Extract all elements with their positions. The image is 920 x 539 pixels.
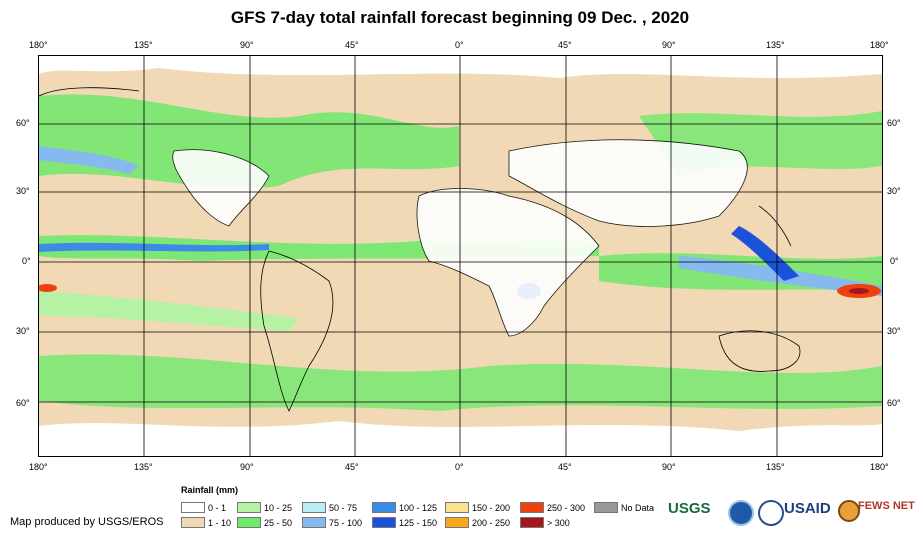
legend-swatch [181,502,205,513]
lon-tick: 45° [345,462,359,472]
legend-label: 1 - 10 [208,517,232,528]
lon-tick: 45° [558,40,572,50]
legend-label: 125 - 150 [399,517,438,528]
legend-title: Rainfall (mm) [181,485,239,495]
lon-tick: 45° [345,40,359,50]
legend-item: 0 - 1 [181,502,226,513]
lat-tick: 60° [887,118,901,128]
legend-swatch [520,517,544,528]
legend-swatch [445,517,469,528]
legend-item: 150 - 200 [445,502,510,513]
legend-label: 75 - 100 [329,517,363,528]
legend-label: > 300 [547,517,570,528]
legend-item: > 300 [520,517,570,528]
legend-item: 75 - 100 [302,517,362,528]
lat-tick: 60° [16,398,30,408]
lat-tick: 60° [887,398,901,408]
lon-tick: 180° [29,462,48,472]
legend-label: 150 - 200 [472,502,511,513]
lon-tick: 0° [455,462,464,472]
lon-tick: 180° [870,462,889,472]
fewsnet-emblem-icon [838,500,860,522]
lon-tick: 180° [870,40,889,50]
lon-tick: 90° [662,462,676,472]
graticule [39,56,882,456]
legend-label: 250 - 300 [547,502,586,513]
lon-tick: 90° [240,40,254,50]
legend-item: 125 - 150 [372,517,437,528]
legend-swatch [302,517,326,528]
legend-swatch [445,502,469,513]
legend-item: 10 - 25 [237,502,292,513]
fewsnet-logo: FEWS NET [858,500,915,512]
legend-item: 200 - 250 [445,517,510,528]
lon-tick: 135° [134,462,153,472]
legend-label: 25 - 50 [264,517,293,528]
legend-item: No Data [594,502,654,513]
legend-label: 50 - 75 [329,502,358,513]
usaid-logo: USAID [784,500,831,517]
rainfall-map [38,55,883,457]
lat-tick: 0° [22,256,31,266]
legend-item: 250 - 300 [520,502,585,513]
legend-swatch [372,517,396,528]
legend-label: 10 - 25 [264,502,293,513]
noaa-logo-icon [728,500,754,526]
lat-tick: 60° [16,118,30,128]
legend-swatch [237,502,261,513]
map-credit: Map produced by USGS/EROS [10,516,164,528]
legend-swatch [594,502,618,513]
lon-tick: 45° [558,462,572,472]
legend-label: 200 - 250 [472,517,511,528]
usgs-logo: USGS [668,500,711,517]
lat-tick: 30° [887,186,901,196]
legend-item: 50 - 75 [302,502,357,513]
lon-tick: 90° [240,462,254,472]
legend-label: 100 - 125 [399,502,438,513]
lat-tick: 30° [887,326,901,336]
lon-tick: 0° [455,40,464,50]
legend-swatch [372,502,396,513]
lon-tick: 135° [766,462,785,472]
map-title: GFS 7-day total rainfall forecast beginn… [230,8,690,27]
legend-swatch [237,517,261,528]
legend-item: 100 - 125 [372,502,437,513]
lat-tick: 0° [890,256,899,266]
map-canvas [39,56,882,456]
lat-tick: 30° [16,326,30,336]
lon-tick: 135° [766,40,785,50]
legend-item: 1 - 10 [181,517,231,528]
usaid-seal-icon [758,500,784,526]
legend-item: 25 - 50 [237,517,292,528]
lon-tick: 180° [29,40,48,50]
legend-swatch [302,502,326,513]
legend-swatch [181,517,205,528]
legend-label: 0 - 1 [208,502,227,513]
lat-tick: 30° [16,186,30,196]
legend-swatch [520,502,544,513]
lon-tick: 135° [134,40,153,50]
legend-label: No Data [621,502,655,513]
lon-tick: 90° [662,40,676,50]
